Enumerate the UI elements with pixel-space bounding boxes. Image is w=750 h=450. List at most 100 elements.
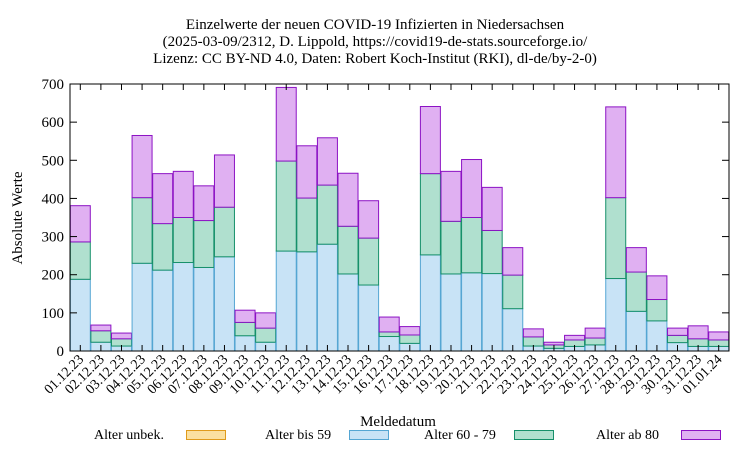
bar-segment-2-4: [152, 223, 174, 271]
legend-label-alter-unbek: Alter unbek.: [94, 428, 164, 443]
bar-segment-3-5: [172, 170, 194, 219]
legend-label-alter-60-79: Alter 60 - 79: [424, 428, 496, 443]
chart-title-line-2: (2025-03-09/2312, D. Lippold, https://co…: [162, 34, 588, 50]
bars-layer: [69, 86, 730, 352]
chart-title-line-3: Lizenz: CC BY-ND 4.0, Daten: Robert Koch…: [153, 51, 597, 67]
bar-segment-2-17: [419, 173, 441, 256]
bar-segment-3-12: [316, 137, 338, 186]
bar-segment-3-18: [440, 170, 462, 222]
bar-segment-2-7: [213, 206, 235, 258]
y-tick-label: 500: [42, 153, 65, 169]
bar-segment-2-6: [193, 220, 215, 268]
plot-frame: [69, 83, 730, 352]
bar-segment-2-16: [399, 334, 421, 344]
bar-segment-3-24: [564, 334, 586, 341]
bar-segment-1-18: [440, 273, 462, 352]
bar-segment-3-1: [90, 324, 112, 332]
bar-segment-2-13: [337, 225, 359, 275]
bar-segment-1-21: [502, 308, 524, 352]
y-axis-label: Absolute Werte: [10, 171, 26, 264]
bar-segment-2-12: [316, 184, 338, 245]
bar-segment-2-20: [481, 229, 503, 275]
bar-segment-3-2: [110, 332, 132, 340]
bar-segment-1-4: [152, 269, 174, 352]
bar-segment-2-19: [461, 217, 483, 274]
y-axis: 0 100 200 300 400 500 600 700: [42, 77, 729, 360]
bar-segment-3-28: [646, 275, 668, 301]
y-tick-label: 400: [42, 191, 65, 207]
bar-segment-3-30: [687, 325, 709, 340]
bar-segment-3-19: [461, 159, 483, 219]
legend-label-alter-bis-59: Alter bis 59: [265, 428, 332, 443]
bar-segment-3-27: [625, 247, 647, 273]
bar-segment-1-20: [481, 273, 503, 352]
bar-segment-2-29: [667, 334, 689, 344]
bar-segment-3-21: [502, 247, 524, 276]
legend-swatch-alter-ab-80: [681, 430, 721, 440]
bar-segment-3-6: [193, 185, 215, 222]
bar-segment-3-22: [522, 328, 544, 338]
bar-segment-2-26: [605, 197, 627, 280]
y-tick-label: 0: [57, 344, 65, 360]
y-tick-label: 700: [42, 77, 65, 93]
bar-segment-2-27: [625, 271, 647, 312]
x-axis: 01.12.2302.12.2303.12.2304.12.2305.12.23…: [42, 84, 726, 397]
y-tick-label: 300: [42, 230, 65, 246]
bar-segment-2-5: [172, 217, 194, 264]
bar-segment-3-11: [296, 145, 318, 199]
legend-swatch-alter-bis-59: [349, 430, 389, 440]
bar-segment-3-3: [131, 134, 153, 199]
bar-segment-1-14: [358, 284, 380, 352]
bar-segment-2-8: [234, 321, 256, 337]
bar-segment-1-7: [213, 256, 235, 352]
bar-segment-2-21: [502, 274, 524, 310]
bar-segment-3-9: [255, 312, 277, 329]
x-axis-label: Meldedatum: [360, 414, 436, 430]
bar-segment-3-10: [275, 86, 297, 162]
bar-segment-1-12: [316, 243, 338, 352]
bar-segment-3-15: [378, 316, 400, 333]
bar-segment-3-8: [234, 309, 256, 323]
chart-title-line-1: Einzelwerte der neuen COVID-19 Infiziert…: [185, 17, 565, 33]
bar-segment-1-13: [337, 273, 359, 352]
bar-segment-3-31: [708, 331, 730, 341]
legend-swatch-alter-unbek: [186, 430, 226, 440]
bar-segment-2-1: [90, 330, 112, 343]
bar-segment-3-14: [358, 200, 380, 239]
bar-segment-3-23: [543, 341, 565, 346]
y-tick-label: 200: [42, 268, 65, 284]
y-tick-label: 100: [42, 306, 65, 322]
bar-segment-1-5: [172, 262, 194, 352]
bar-segment-2-3: [131, 197, 153, 264]
bar-segment-1-3: [131, 262, 153, 352]
legend-swatch-alter-60-79: [514, 430, 554, 440]
bar-segment-2-2: [110, 338, 132, 347]
bar-segment-3-4: [152, 173, 174, 225]
legend-label-alter-ab-80: Alter ab 80: [596, 428, 659, 443]
bar-segment-3-13: [337, 172, 359, 227]
bar-segment-3-17: [419, 106, 441, 175]
bar-segment-1-26: [605, 278, 627, 352]
bar-segment-1-10: [275, 250, 297, 352]
bar-segment-3-29: [667, 327, 689, 336]
bar-segment-1-17: [419, 254, 441, 352]
bar-segment-2-28: [646, 299, 668, 322]
bar-segment-2-18: [440, 220, 462, 275]
bar-segment-2-22: [522, 336, 544, 347]
bar-segment-1-11: [296, 251, 318, 352]
bar-segment-2-14: [358, 237, 380, 286]
bar-segment-3-25: [584, 327, 606, 339]
bar-segment-3-7: [213, 154, 235, 208]
bar-segment-2-9: [255, 327, 277, 343]
bar-segment-2-0: [69, 241, 91, 280]
bar-segment-3-20: [481, 186, 503, 231]
bar-segment-2-11: [296, 197, 318, 253]
bar-segment-1-6: [193, 266, 215, 352]
bar-segment-3-16: [399, 326, 421, 336]
bar-segment-2-10: [275, 160, 297, 252]
bar-segment-3-26: [605, 106, 627, 199]
bar-segment-1-0: [69, 278, 91, 352]
y-tick-label: 600: [42, 115, 65, 131]
bar-segment-2-25: [584, 337, 606, 346]
